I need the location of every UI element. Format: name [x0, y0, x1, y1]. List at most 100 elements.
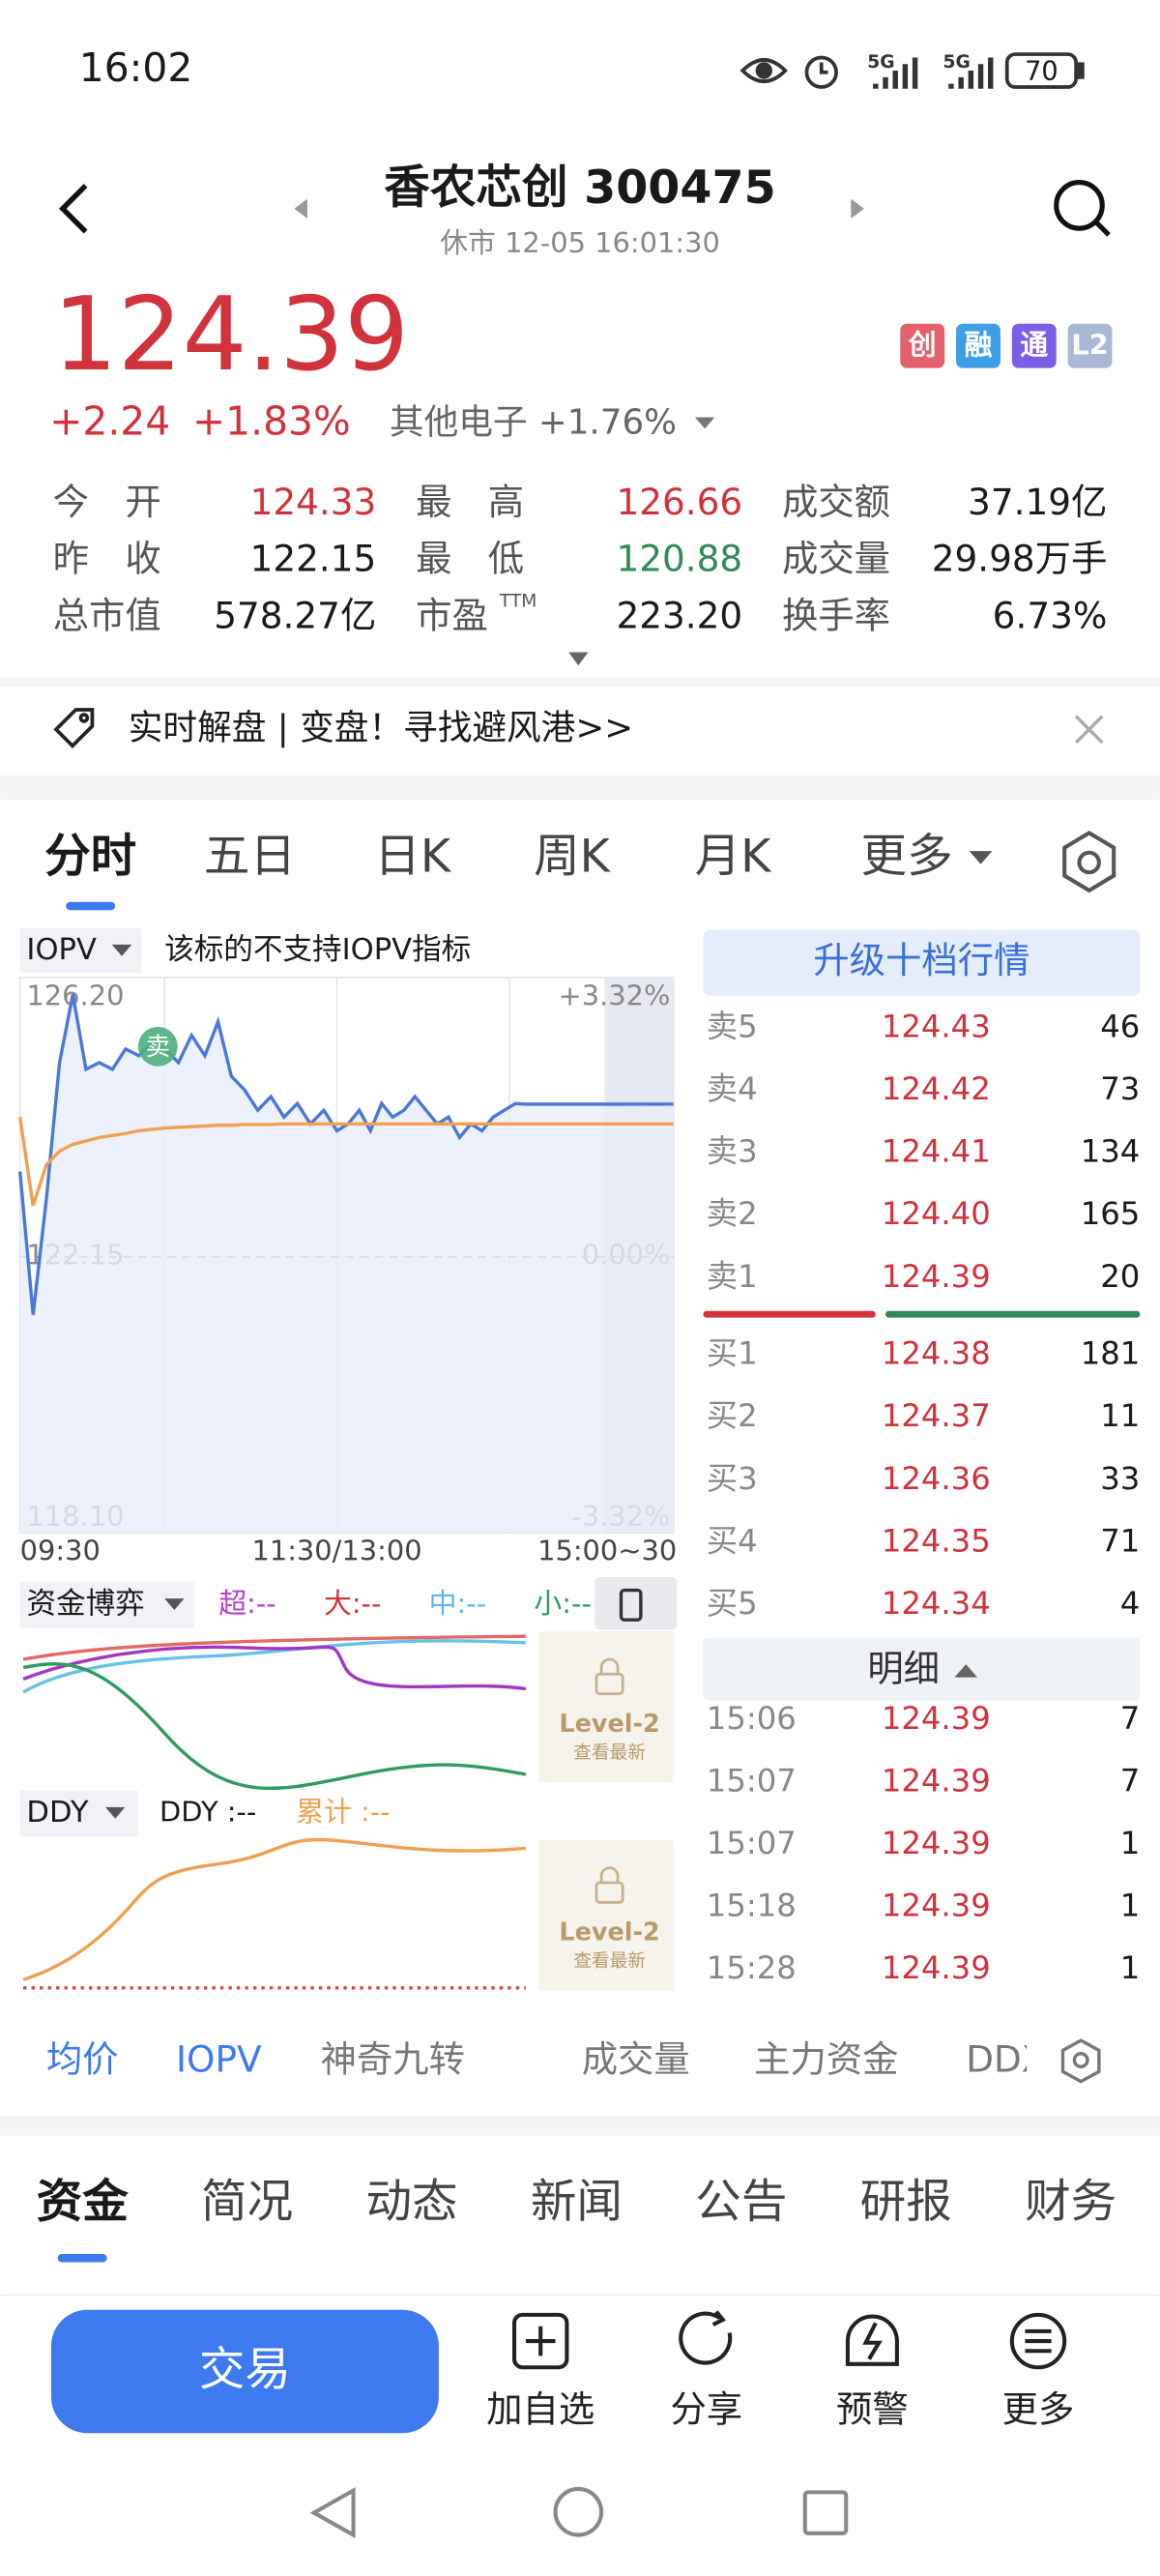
settings-button[interactable]: [1062, 831, 1116, 893]
chart-tab[interactable]: 分时: [44, 831, 136, 884]
locked-title: Level-2: [559, 1918, 659, 1947]
stock-title: 香农芯创 300475: [384, 161, 775, 215]
switch-button[interactable]: [594, 1577, 678, 1630]
order-volume: 46: [1100, 1009, 1140, 1045]
action-label[interactable]: 预警: [836, 2388, 909, 2431]
order-volume: 71: [1100, 1522, 1140, 1559]
indicator-tab[interactable]: 成交量: [582, 2038, 690, 2081]
fund-flow-title: 资金博弈: [26, 1587, 144, 1621]
indicator-tab[interactable]: 均价: [46, 2038, 119, 2081]
x-tick-label: 15:00~30: [537, 1535, 677, 1567]
chart-tab[interactable]: 更多: [861, 831, 953, 884]
locked-hint: 查看最新: [573, 1742, 646, 1763]
indicator-note: 该标的不支持IOPV指标: [164, 933, 471, 967]
order-label: 15:18: [707, 1888, 797, 1924]
section-tab[interactable]: 简况: [201, 2176, 293, 2229]
sector: 其他电子 +1.76%: [390, 402, 677, 442]
close-banner[interactable]: [1074, 715, 1104, 745]
action-label[interactable]: 加自选: [486, 2388, 594, 2431]
action-label[interactable]: 更多: [1002, 2388, 1075, 2431]
indicator-box[interactable]: [19, 1582, 194, 1628]
divider: [0, 2116, 1160, 2136]
order-price: 124.40: [882, 1195, 991, 1232]
order-label: 卖2: [707, 1195, 758, 1232]
chart-tab[interactable]: 周K: [534, 831, 612, 884]
locked-title: Level-2: [559, 1710, 659, 1739]
last-price: 124.39: [53, 275, 410, 394]
stat-value: 120.88: [616, 538, 742, 580]
chart-tab[interactable]: 五日: [204, 831, 296, 884]
network-label: 5G: [867, 52, 894, 73]
order-label: 卖4: [707, 1070, 758, 1107]
section-tab[interactable]: 公告: [695, 2176, 787, 2229]
order-price: 124.36: [882, 1460, 991, 1497]
order-volume: 1: [1120, 1949, 1141, 1986]
sector-arrow: [694, 417, 715, 429]
indicator-tab[interactable]: DDX: [966, 2038, 1046, 2081]
order-volume: 7: [1120, 1700, 1141, 1737]
stat-label: 成交额: [782, 481, 890, 523]
upgrade-button[interactable]: [703, 929, 1141, 996]
trade-marker: [137, 1026, 178, 1067]
stat-value: 29.98万手: [932, 538, 1108, 580]
order-price: 124.39: [882, 1825, 991, 1861]
stat-label: 昨 收: [53, 538, 161, 580]
chart-tab[interactable]: 月K: [695, 831, 773, 884]
prev-stock[interactable]: [294, 198, 307, 219]
action-icons: [512, 2310, 1067, 2370]
chart-tab[interactable]: 日K: [374, 831, 452, 884]
order-label: 买3: [707, 1460, 758, 1497]
detail-bar[interactable]: [703, 1637, 1141, 1701]
stat-label: 市盈: [416, 594, 488, 636]
nav-bar[interactable]: [309, 2486, 849, 2539]
stock-subtitle: 休市 12-05 16:01:30: [440, 226, 720, 259]
trade-marker-label: 卖: [146, 1033, 170, 1062]
indicator-tab[interactable]: 神奇九转: [321, 2038, 465, 2081]
section-tab[interactable]: 资金: [37, 2176, 130, 2229]
order-price: 124.34: [882, 1585, 991, 1622]
order-label: 15:07: [707, 1825, 797, 1861]
ddy-line: [22, 1837, 527, 1981]
section-tab[interactable]: 新闻: [531, 2176, 623, 2229]
locked-panel[interactable]: [538, 1839, 674, 1992]
section-tab[interactable]: 动态: [365, 2176, 457, 2229]
fund-flow-item: 大:--: [324, 1587, 381, 1620]
trade-label[interactable]: 交易: [199, 2343, 291, 2396]
order-label: 卖3: [707, 1133, 758, 1170]
search-button[interactable]: [1054, 180, 1111, 237]
stat-value: 37.19亿: [968, 481, 1107, 523]
badge-label: 创: [908, 328, 937, 361]
expand-stats[interactable]: [568, 652, 589, 666]
ddy-title: DDY: [26, 1796, 88, 1830]
order-price: 124.39: [882, 1888, 991, 1924]
change-pct: +1.83%: [192, 397, 351, 444]
indicator-tabs: 均价 IOPV 神奇九转 成交量 主力资金 DDX: [46, 2038, 1046, 2081]
stat-label-sup: TTM: [499, 591, 537, 611]
order-price: 124.42: [882, 1070, 991, 1107]
order-price: 124.39: [882, 1762, 991, 1799]
section-tab[interactable]: 研报: [860, 2176, 952, 2229]
order-volume: 20: [1100, 1258, 1140, 1295]
dropdown-arrow: [164, 1598, 185, 1610]
status-icons: [740, 52, 1085, 89]
indicator-settings[interactable]: [1060, 2038, 1101, 2084]
trade-button[interactable]: [50, 2309, 439, 2434]
order-volume: 181: [1081, 1335, 1141, 1372]
change: +2.24: [49, 397, 170, 444]
x-tick-label: 09:30: [20, 1535, 101, 1567]
indicator-tab[interactable]: 主力资金: [754, 2038, 898, 2081]
back-button[interactable]: [58, 184, 88, 234]
order-label: 买5: [707, 1585, 758, 1622]
fund-flow-item: 超:--: [218, 1587, 276, 1620]
section-tab[interactable]: 财务: [1025, 2176, 1116, 2229]
next-stock[interactable]: [851, 198, 864, 219]
locked-panel[interactable]: [538, 1631, 674, 1783]
banner-text[interactable]: 实时解盘 | 变盘！寻找避风港>>: [129, 708, 633, 747]
sell-divider: [703, 1310, 876, 1318]
order-label: 卖1: [707, 1258, 758, 1295]
action-label[interactable]: 分享: [670, 2388, 742, 2431]
badge-label: L2: [1071, 328, 1109, 361]
order-label: 15:28: [707, 1949, 797, 1986]
indicator-tab[interactable]: IOPV: [176, 2038, 262, 2081]
indicator-name: IOPV: [26, 933, 97, 967]
